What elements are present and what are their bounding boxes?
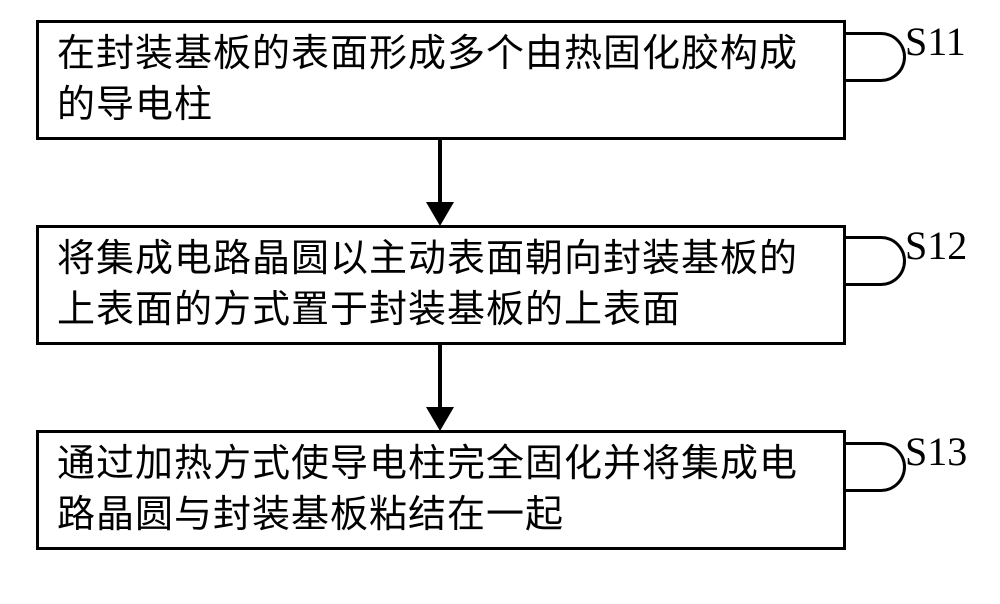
step-box-s13: 通过加热方式使导电柱完全固化并将集成电路晶圆与封装基板粘结在一起: [36, 430, 846, 550]
step-text-s13: 通过加热方式使导电柱完全固化并将集成电路晶圆与封装基板粘结在一起: [57, 439, 825, 542]
label-connector-s12: [846, 236, 906, 286]
step-label-s12: S12: [905, 222, 967, 269]
step-label-s11: S11: [905, 18, 966, 65]
arrow-head-2: [424, 405, 456, 433]
flowchart-canvas: 在封装基板的表面形成多个由热固化胶构成的导电柱 S11 将集成电路晶圆以主动表面…: [0, 0, 1000, 604]
arrow-line-1: [438, 140, 442, 208]
label-connector-s11: [846, 32, 906, 82]
step-text-s12: 将集成电路晶圆以主动表面朝向封装基板的上表面的方式置于封装基板的上表面: [57, 234, 825, 337]
arrow-head-1: [424, 200, 456, 228]
step-box-s11: 在封装基板的表面形成多个由热固化胶构成的导电柱: [36, 20, 846, 140]
step-box-s12: 将集成电路晶圆以主动表面朝向封装基板的上表面的方式置于封装基板的上表面: [36, 225, 846, 345]
step-label-s13: S13: [905, 428, 967, 475]
arrow-line-2: [438, 345, 442, 413]
step-text-s11: 在封装基板的表面形成多个由热固化胶构成的导电柱: [57, 29, 825, 132]
label-connector-s13: [846, 442, 906, 492]
